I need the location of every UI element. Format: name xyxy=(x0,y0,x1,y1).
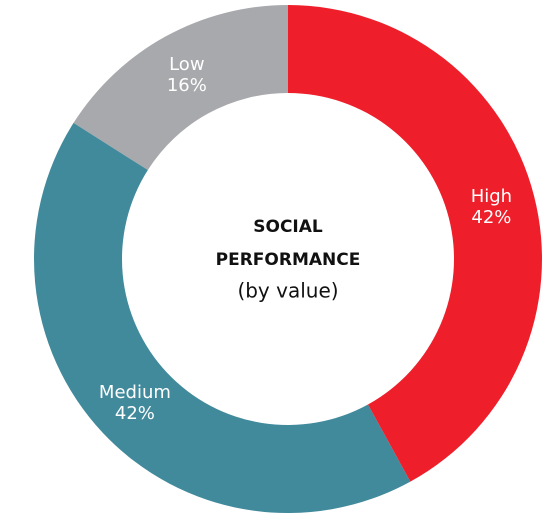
segment-name: Medium xyxy=(99,382,171,403)
segment-value: 42% xyxy=(115,403,155,424)
segment-value: 42% xyxy=(471,207,511,228)
segment-value: 16% xyxy=(167,75,207,96)
center-title: SOCIAL xyxy=(253,217,323,237)
segment-name: High xyxy=(471,186,512,207)
segment-name: Low xyxy=(169,54,204,75)
center-title: PERFORMANCE xyxy=(216,250,361,270)
donut-segment xyxy=(288,5,543,482)
donut-segment xyxy=(33,122,411,513)
donut-segment xyxy=(73,5,288,171)
center-subtitle: (by value) xyxy=(237,279,338,303)
